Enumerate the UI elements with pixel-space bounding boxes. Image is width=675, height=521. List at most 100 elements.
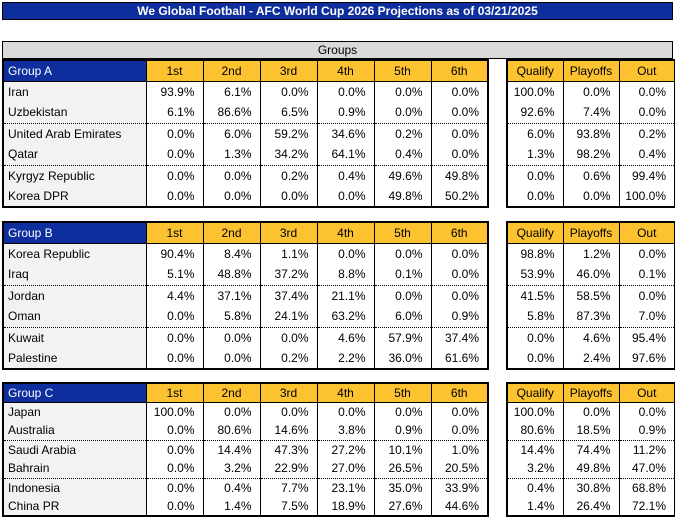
team-name-cell: Indonesia xyxy=(2,478,147,497)
position-probability-cell: 0.0% xyxy=(259,327,318,348)
outcome-probability-cell: 1.3% xyxy=(506,144,564,166)
position-probability-cell: 27.0% xyxy=(316,459,375,479)
position-probability-cell: 0.0% xyxy=(259,402,318,421)
outcome-probability-cell: 1.2% xyxy=(562,243,620,264)
position-probability-cell: 63.2% xyxy=(316,306,375,328)
position-probability-cell: 0.0% xyxy=(373,285,432,306)
team-outcome-row: 0.0% 0.0% 100.0% xyxy=(506,186,675,207)
position-probability-cell: 1.1% xyxy=(259,243,318,264)
position-probability-cell: 0.4% xyxy=(202,478,261,497)
outcome-probability-cell: 99.4% xyxy=(618,165,675,186)
position-probability-cell: 26.5% xyxy=(373,459,432,479)
team-name-cell: Palestine xyxy=(2,348,147,369)
outcome-header: Qualify xyxy=(506,382,564,403)
team-name-cell: Korea DPR xyxy=(2,186,147,207)
position-header: 3rd xyxy=(259,382,318,403)
group-outcomes-table: Qualify Playoffs Out 98.8% 1.2% 0.0% 53.9% 46.… xyxy=(506,221,675,370)
position-probability-cell: 0.0% xyxy=(430,144,489,166)
group-outcomes-table: Qualify Playoffs Out 100.0% 0.0% 0.0% 80.6% 18… xyxy=(506,382,675,517)
position-probability-cell: 21.1% xyxy=(316,285,375,306)
team-row: Iraq 5.1% 48.8% 37.2% 8.8% 0.1% 0.0% xyxy=(2,264,489,286)
position-probability-cell: 0.0% xyxy=(430,402,489,421)
outcome-probability-cell: 49.8% xyxy=(562,459,620,479)
team-name-cell: Iraq xyxy=(2,264,147,286)
outcome-probability-cell: 0.0% xyxy=(618,102,675,124)
position-probability-cell: 14.6% xyxy=(259,421,318,441)
team-outcome-row: 3.2% 49.8% 47.0% xyxy=(506,459,675,479)
outcome-probability-cell: 0.0% xyxy=(618,402,675,421)
team-row: Jordan 4.4% 37.1% 37.4% 21.1% 0.0% 0.0% xyxy=(2,285,489,306)
position-probability-cell: 7.5% xyxy=(259,497,318,516)
position-probability-cell: 0.0% xyxy=(145,327,204,348)
position-probability-cell: 0.0% xyxy=(373,102,432,124)
outcome-probability-cell: 7.0% xyxy=(618,306,675,328)
position-probability-cell: 0.0% xyxy=(316,243,375,264)
team-outcome-row: 0.0% 2.4% 97.6% xyxy=(506,348,675,369)
outcome-probability-cell: 0.2% xyxy=(618,123,675,144)
position-probability-cell: 0.0% xyxy=(145,440,204,459)
group-positions-table: Group C 1st 2nd 3rd 4th 5th 6th Japan 100.0% 0.0… xyxy=(2,382,489,517)
position-probability-cell: 0.0% xyxy=(202,402,261,421)
team-row: Indonesia 0.0% 0.4% 7.7% 23.1% 35.0% 33.9% xyxy=(2,478,489,497)
team-outcome-row: 98.8% 1.2% 0.0% xyxy=(506,243,675,264)
position-header: 1st xyxy=(145,382,204,403)
position-probability-cell: 0.0% xyxy=(202,165,261,186)
position-probability-cell: 10.1% xyxy=(373,440,432,459)
outcome-probability-cell: 80.6% xyxy=(506,421,564,441)
team-name-cell: Oman xyxy=(2,306,147,328)
team-outcome-row: 5.8% 87.3% 7.0% xyxy=(506,306,675,328)
position-probability-cell: 0.0% xyxy=(316,81,375,102)
outcome-header: Playoffs xyxy=(562,221,620,244)
position-probability-cell: 20.5% xyxy=(430,459,489,479)
team-row: Palestine 0.0% 0.0% 0.2% 2.2% 36.0% 61.6% xyxy=(2,348,489,369)
outcome-probability-cell: 0.0% xyxy=(618,285,675,306)
team-outcome-row: 100.0% 0.0% 0.0% xyxy=(506,81,675,102)
team-outcome-row: 53.9% 46.0% 0.1% xyxy=(506,264,675,286)
position-probability-cell: 80.6% xyxy=(202,421,261,441)
position-probability-cell: 27.6% xyxy=(373,497,432,516)
outcome-probability-cell: 87.3% xyxy=(562,306,620,328)
position-header: 4th xyxy=(316,382,375,403)
position-probability-cell: 0.0% xyxy=(145,165,204,186)
outcome-probability-cell: 68.8% xyxy=(618,478,675,497)
group-section: Group A 1st 2nd 3rd 4th 5th 6th Iran 93.9% 6.1% 0… xyxy=(2,59,675,208)
team-row: Korea Republic 90.4% 8.4% 1.1% 0.0% 0.0% 0.0% xyxy=(2,243,489,264)
position-probability-cell: 3.2% xyxy=(202,459,261,479)
outcome-header: Out xyxy=(618,59,675,82)
outcome-probability-cell: 100.0% xyxy=(618,186,675,207)
outcome-probability-cell: 30.8% xyxy=(562,478,620,497)
table-gap xyxy=(489,59,506,208)
team-name-cell: Uzbekistan xyxy=(2,102,147,124)
outcome-probability-cell: 0.1% xyxy=(618,264,675,286)
position-probability-cell: 34.2% xyxy=(259,144,318,166)
position-probability-cell: 8.4% xyxy=(202,243,261,264)
position-probability-cell: 0.0% xyxy=(259,81,318,102)
group-section: Group B 1st 2nd 3rd 4th 5th 6th Korea Republic… xyxy=(2,221,675,370)
position-probability-cell: 0.2% xyxy=(259,348,318,369)
position-probability-cell: 3.8% xyxy=(316,421,375,441)
report-title: We Global Football - AFC World Cup 2026 … xyxy=(2,2,673,20)
position-probability-cell: 0.0% xyxy=(145,348,204,369)
team-row: Qatar 0.0% 1.3% 34.2% 64.1% 0.4% 0.0% xyxy=(2,144,489,166)
team-outcome-row: 0.0% 4.6% 95.4% xyxy=(506,327,675,348)
outcome-probability-cell: 97.6% xyxy=(618,348,675,369)
position-probability-cell: 0.2% xyxy=(373,123,432,144)
position-header: 1st xyxy=(145,59,204,82)
group-name-header: Group C xyxy=(2,382,147,403)
outcome-probability-cell: 0.0% xyxy=(562,186,620,207)
outcome-header: Out xyxy=(618,221,675,244)
position-probability-cell: 37.2% xyxy=(259,264,318,286)
position-probability-cell: 22.9% xyxy=(259,459,318,479)
position-probability-cell: 14.4% xyxy=(202,440,261,459)
outcome-probability-cell: 11.2% xyxy=(618,440,675,459)
team-row: Saudi Arabia 0.0% 14.4% 47.3% 27.2% 10.1% 1.0% xyxy=(2,440,489,459)
position-probability-cell: 1.4% xyxy=(202,497,261,516)
position-probability-cell: 4.6% xyxy=(316,327,375,348)
outcome-header: Qualify xyxy=(506,221,564,244)
team-name-cell: Kuwait xyxy=(2,327,147,348)
position-probability-cell: 8.8% xyxy=(316,264,375,286)
outcome-probability-cell: 74.4% xyxy=(562,440,620,459)
outcome-probability-cell: 0.4% xyxy=(506,478,564,497)
team-outcome-row: 100.0% 0.0% 0.0% xyxy=(506,402,675,421)
position-probability-cell: 57.9% xyxy=(373,327,432,348)
